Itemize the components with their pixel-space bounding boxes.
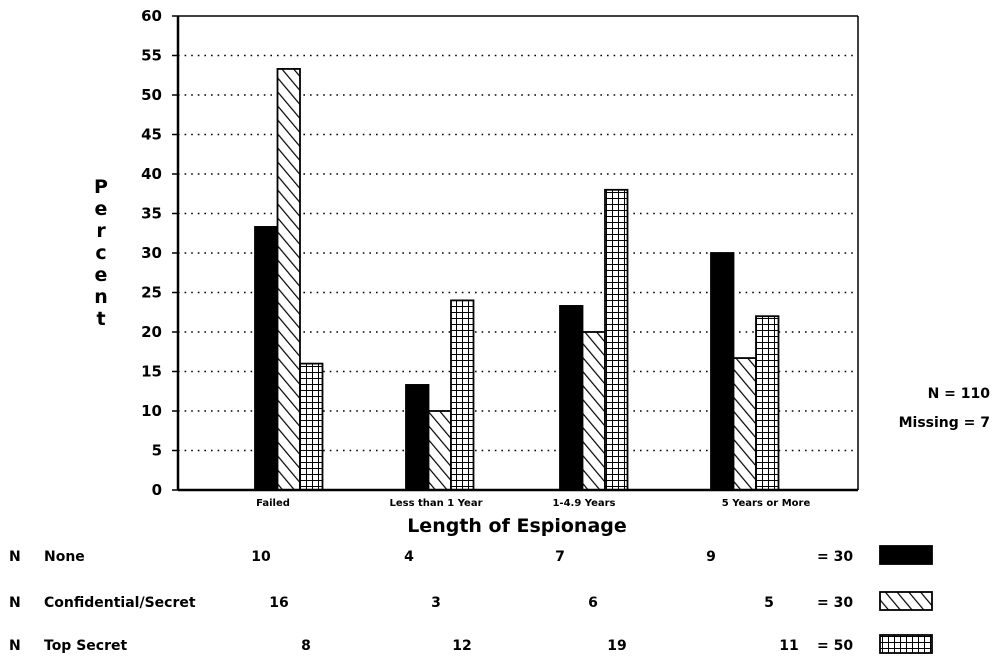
count-row-total: = 30 bbox=[817, 595, 853, 611]
y-tick-label: 40 bbox=[141, 165, 162, 183]
y-axis-label-letter: n bbox=[94, 286, 108, 308]
x-category-label: Less than 1 Year bbox=[389, 498, 482, 509]
count-cell: 11 bbox=[779, 638, 798, 654]
bar-none-2 bbox=[559, 305, 584, 491]
count-cell: 12 bbox=[452, 638, 471, 654]
x-category-label: 5 Years or More bbox=[722, 498, 811, 509]
x-category-label: Failed bbox=[256, 498, 290, 509]
legend-swatch-top-secret bbox=[879, 634, 933, 654]
count-row-prefix: N bbox=[9, 549, 21, 565]
y-tick-label: 50 bbox=[141, 86, 162, 104]
count-row-label: Confidential/Secret bbox=[44, 595, 196, 611]
bars bbox=[254, 68, 780, 491]
y-tick-label: 30 bbox=[141, 244, 162, 262]
y-axis-label-letter: e bbox=[95, 198, 108, 220]
count-cell: 6 bbox=[588, 595, 598, 611]
n-total-annotation: N = 110 bbox=[928, 386, 991, 402]
y-tick-label: 35 bbox=[141, 205, 162, 223]
bar-confidential-secret-3 bbox=[732, 357, 757, 491]
y-axis-label-letter: P bbox=[94, 176, 108, 198]
x-category-label: 1-4.9 Years bbox=[552, 498, 615, 509]
y-tick-label: 25 bbox=[141, 284, 162, 302]
y-axis-label-letter: e bbox=[95, 264, 108, 286]
count-cell: 8 bbox=[301, 638, 311, 654]
count-cell: 5 bbox=[764, 595, 774, 611]
count-row-prefix: N bbox=[9, 638, 21, 654]
bar-top-secret-0 bbox=[299, 362, 324, 491]
count-row-total: = 30 bbox=[817, 549, 853, 565]
x-axis-label: Length of Espionage bbox=[407, 515, 627, 537]
y-tick-label: 20 bbox=[141, 323, 162, 341]
bar-none-1 bbox=[405, 384, 430, 491]
legend-swatch-confidential-secret bbox=[879, 591, 933, 611]
count-row-label: Top Secret bbox=[44, 638, 127, 654]
bar-confidential-secret-0 bbox=[276, 68, 301, 491]
count-cell: 19 bbox=[607, 638, 626, 654]
y-tick-label: 10 bbox=[141, 402, 162, 420]
x-category-labels: Failed Less than 1 Year 1-4.9 Years 5 Years… bbox=[256, 498, 810, 509]
y-tick-label: 0 bbox=[152, 481, 162, 499]
count-cell: 7 bbox=[555, 549, 565, 565]
count-table: N None 10 4 7 9 = 30 N Confidential/Secret 16 3 6 5 =… bbox=[9, 545, 933, 654]
bar-top-secret-3 bbox=[755, 315, 780, 491]
bar-top-secret-1 bbox=[450, 299, 475, 491]
y-tick-label: 60 bbox=[141, 7, 162, 25]
bar-confidential-secret-1 bbox=[427, 410, 452, 491]
y-tick-label: 45 bbox=[141, 126, 162, 144]
y-axis-label-letter: t bbox=[96, 308, 105, 330]
count-cell: 3 bbox=[431, 595, 441, 611]
count-cell: 9 bbox=[706, 549, 716, 565]
bar-top-secret-2 bbox=[604, 188, 629, 491]
count-row-label: None bbox=[44, 549, 85, 565]
missing-annotation: Missing = 7 bbox=[899, 415, 990, 431]
bar-none-3 bbox=[710, 252, 735, 491]
count-row-total: = 50 bbox=[817, 638, 853, 654]
legend-swatch-none bbox=[879, 545, 933, 565]
y-tick-labels: 0 5 10 15 20 25 30 35 40 45 50 55 60 bbox=[141, 7, 178, 499]
count-cell: 4 bbox=[404, 549, 414, 565]
y-tick-label: 15 bbox=[141, 363, 162, 381]
y-axis-label-letter: r bbox=[96, 220, 106, 242]
count-cell: 16 bbox=[269, 595, 288, 611]
count-row-prefix: N bbox=[9, 595, 21, 611]
bar-none-0 bbox=[254, 226, 279, 491]
bar-confidential-secret-2 bbox=[581, 331, 606, 491]
count-cell: 10 bbox=[251, 549, 271, 565]
y-tick-label: 55 bbox=[141, 47, 162, 65]
y-axis-label-letter: c bbox=[95, 242, 106, 264]
y-tick-label: 5 bbox=[152, 442, 162, 460]
